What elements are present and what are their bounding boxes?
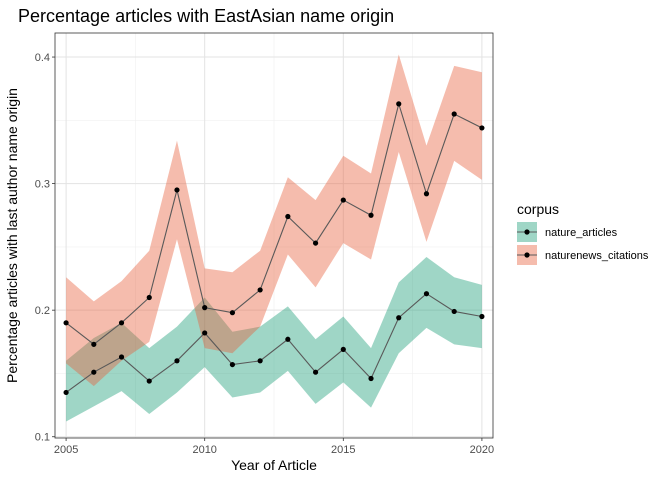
naturenews_citations-point [423, 191, 430, 197]
naturenews_citations-point [368, 212, 374, 218]
legend-title: corpus [517, 201, 559, 217]
legend: corpus nature_articles naturenews_citatio… [517, 201, 649, 265]
naturenews_citations-point [479, 125, 485, 131]
nature_articles-point [146, 378, 152, 384]
naturenews_citations-point [340, 197, 346, 203]
y-axis-ticks: 0.1 0.2 0.3 0.4 [35, 52, 55, 444]
naturenews_citations-point [312, 240, 319, 246]
y-tick-label: 0.2 [35, 305, 50, 317]
nature_articles-point [63, 389, 69, 396]
x-tick-label: 2020 [470, 444, 494, 456]
nature_articles-point [202, 330, 208, 336]
x-tick-label: 2015 [331, 444, 355, 456]
nature_articles-point [396, 315, 402, 321]
naturenews_citations-line [65, 101, 483, 346]
legend-key-point [524, 252, 530, 258]
naturenews_citations-point [146, 294, 152, 301]
naturenews_citations-point [396, 101, 402, 107]
nature_articles-point [174, 358, 180, 364]
y-axis-title: Percentage articles with last author nam… [4, 88, 20, 383]
naturenews_citations-point [91, 341, 97, 347]
x-tick-label: 2010 [192, 444, 216, 456]
nature_articles-point [91, 369, 97, 375]
y-tick-label: 0.3 [35, 179, 50, 191]
naturenews_citations-point [229, 310, 236, 316]
nature_articles-point [229, 361, 236, 368]
series-lines [65, 101, 483, 393]
naturenews_citations-point [118, 320, 125, 326]
confidence-bands [66, 54, 482, 422]
y-tick-label: 0.1 [35, 432, 50, 444]
nature_articles-point [340, 346, 346, 353]
x-axis-title: Year of Article [231, 457, 317, 473]
legend-key-point [524, 229, 530, 235]
nature_articles-point [285, 336, 291, 342]
naturenews_citations-point [174, 187, 180, 193]
naturenews_citations-band [66, 54, 482, 387]
naturenews_citations-point [63, 320, 69, 326]
naturenews_citations-point [202, 305, 208, 311]
nature_articles-line [65, 293, 483, 393]
nature_articles-point [423, 291, 430, 297]
nature_articles-point [368, 375, 374, 382]
naturenews_citations-point [285, 213, 291, 220]
x-axis-ticks: 2005 2010 2015 2020 [54, 438, 494, 456]
nature_articles-point [312, 369, 319, 375]
x-tick-label: 2005 [54, 444, 78, 456]
y-tick-label: 0.4 [35, 52, 50, 64]
naturenews_citations-point [257, 287, 263, 293]
data-points [63, 101, 485, 396]
grid [55, 33, 493, 438]
legend-label-naturenews_citations: naturenews_citations [545, 250, 649, 262]
plot-panel-border [54, 32, 494, 439]
nature_articles-point [451, 308, 457, 315]
chart-title: Percentage articles with EastAsian name … [18, 6, 394, 26]
naturenews_citations-point [451, 111, 457, 117]
nature_articles-band [66, 257, 482, 422]
nature_articles-point [479, 313, 485, 320]
legend-label-nature_articles: nature_articles [545, 227, 618, 239]
nature_articles-point [257, 358, 263, 364]
nature_articles-point [118, 354, 125, 360]
